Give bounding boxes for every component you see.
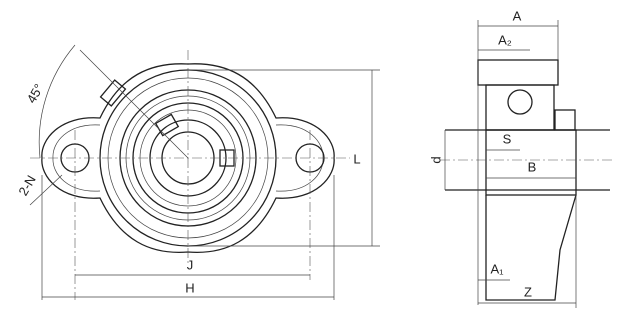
dim-label: A₂ xyxy=(498,32,512,47)
front-view xyxy=(29,44,380,300)
dim-label: H xyxy=(185,280,194,295)
dim-label: d xyxy=(428,156,443,163)
dim-label: A xyxy=(513,8,522,23)
dim-label: S xyxy=(503,131,512,146)
dim-label: B xyxy=(528,159,537,174)
angle-label: 45° xyxy=(24,81,47,106)
dim-label: L xyxy=(353,151,360,166)
dim-label: Z xyxy=(524,284,532,299)
side-view xyxy=(440,20,615,308)
holes-label: 2-N xyxy=(15,173,38,199)
dim-label: J xyxy=(187,257,194,272)
dim-label: A₁ xyxy=(490,261,504,276)
